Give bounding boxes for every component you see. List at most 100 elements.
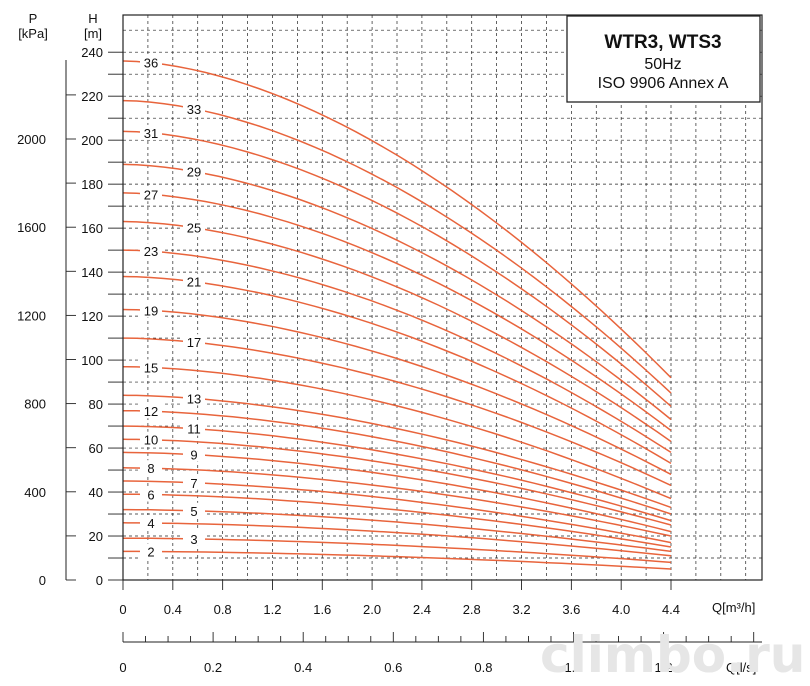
q-m3h-tick-label: 0.4 [164, 602, 182, 617]
q-m3h-tick-label: 1.2 [263, 602, 281, 617]
pump-curve-31 [122, 130, 672, 407]
q-m3h-axis-label: Q[m³/h] [712, 600, 755, 615]
curve-label-11: 11 [187, 422, 201, 437]
pump-curve-6 [122, 493, 672, 548]
pump-curve-5 [122, 508, 672, 553]
pump-curve-8 [122, 467, 672, 537]
curve-label-6: 6 [147, 488, 154, 503]
curve-label-10: 10 [144, 433, 158, 448]
curve-label-bg [183, 530, 205, 546]
curve-label-23: 23 [144, 244, 158, 259]
h-tick-label: 120 [81, 309, 103, 324]
q-ls-axis-label: Q[l/s] [726, 660, 756, 675]
chart-axes [65, 14, 763, 643]
curve-label-bg [183, 390, 205, 406]
curve-label-25: 25 [187, 221, 201, 236]
h-tick-label: 20 [89, 529, 103, 544]
chart-labels: 0204060801001201401601802002202400400800… [17, 45, 680, 675]
q-m3h-tick-label: 4.4 [662, 602, 680, 617]
curve-label-bg [140, 431, 162, 447]
curve-label-21: 21 [187, 275, 201, 290]
curve-label-bg [140, 486, 162, 502]
q-ls-tick-label: 1.0 [564, 660, 582, 675]
curve-label-33: 33 [187, 102, 201, 117]
pump-curve-2 [123, 550, 672, 570]
pump-curve-36 [122, 60, 672, 379]
h-tick-label: 240 [81, 45, 103, 60]
curve-label-17: 17 [187, 335, 201, 350]
pump-curve-4 [122, 522, 672, 557]
pump-curve-7 [122, 480, 672, 544]
pump-curve-3 [122, 537, 672, 564]
q-ls-tick-label: 0.6 [384, 660, 402, 675]
title-box: WTR3, WTS3 50Hz ISO 9906 Annex A [566, 15, 761, 103]
q-m3h-tick-label: 2.0 [363, 602, 381, 617]
q-m3h-tick-label: 0 [119, 602, 126, 617]
h-tick-label: 180 [81, 177, 103, 192]
q-m3h-tick-label: 3.2 [513, 602, 531, 617]
curve-label-8: 8 [147, 461, 154, 476]
q-ls-tick-label: 0 [119, 660, 126, 675]
curve-label-bg [183, 334, 205, 350]
curve-label-bg [140, 403, 162, 419]
pump-curve-12 [122, 409, 672, 515]
curve-label-9: 9 [190, 448, 197, 463]
h-tick-label: 220 [81, 89, 103, 104]
curve-label-bg [183, 163, 205, 179]
pump-curve-13 [122, 394, 672, 509]
watermark: climbo.ru [540, 626, 805, 684]
pump-curve-25 [122, 220, 672, 443]
curve-label-bg [140, 186, 162, 202]
p-tick-label: 2000 [17, 132, 46, 147]
h-tick-label: 40 [89, 485, 103, 500]
curve-label-bg [140, 54, 162, 70]
curve-label-bg [140, 302, 162, 318]
q-m3h-tick-label: 2.8 [463, 602, 481, 617]
curve-label-bg [183, 446, 205, 462]
curve-label-2: 2 [147, 545, 154, 560]
curve-label-27: 27 [144, 187, 158, 202]
curve-label-bg [183, 420, 205, 436]
h-tick-label: 160 [81, 221, 103, 236]
q-ls-tick-label: 0.8 [474, 660, 492, 675]
pump-curve-15 [122, 365, 672, 500]
p-tick-label: 1600 [17, 220, 46, 235]
curve-label-4: 4 [147, 516, 154, 531]
pump-curve-23 [122, 249, 672, 454]
pump-curve-17 [122, 337, 672, 487]
pump-curve-27 [122, 192, 672, 432]
curve-label-31: 31 [144, 126, 158, 141]
curve-label-3: 3 [190, 532, 197, 547]
curve-label-7: 7 [190, 476, 197, 491]
curve-label-36: 36 [144, 56, 158, 71]
curve-label-bg [183, 273, 205, 289]
q-m3h-tick-label: 1.6 [313, 602, 331, 617]
h-tick-label: 60 [89, 441, 103, 456]
q-ls-tick-label: 0.4 [294, 660, 312, 675]
curve-label-bg [183, 219, 205, 235]
curve-label-bg [183, 502, 205, 518]
q-m3h-tick-label: 3.6 [562, 602, 580, 617]
q-m3h-tick-label: 2.4 [413, 602, 431, 617]
pump-curve-9 [122, 451, 672, 533]
curve-label-13: 13 [187, 391, 201, 406]
pump-curves [122, 60, 672, 570]
plot-frame [122, 14, 763, 581]
curve-label-5: 5 [190, 504, 197, 519]
curve-label-bg [140, 460, 162, 476]
p-axis-label: P [29, 11, 38, 26]
q-ls-tick-label: 0.2 [204, 660, 222, 675]
q-m3h-tick-label: 4.0 [612, 602, 630, 617]
curve-label-bg [183, 100, 205, 116]
curve-label-19: 19 [144, 303, 158, 318]
h-tick-label: 0 [96, 573, 103, 588]
h-axis-label: H [88, 11, 97, 26]
curve-label-bg [140, 543, 162, 559]
pump-curve-29 [122, 163, 672, 421]
chart-subtitle-standard: ISO 9906 Annex A [598, 75, 729, 92]
chart-subtitle-frequency: 50Hz [644, 56, 681, 73]
pump-curve-10 [122, 438, 672, 526]
h-axis-unit: [m] [84, 26, 102, 41]
chart-title: WTR3, WTS3 [604, 32, 721, 53]
